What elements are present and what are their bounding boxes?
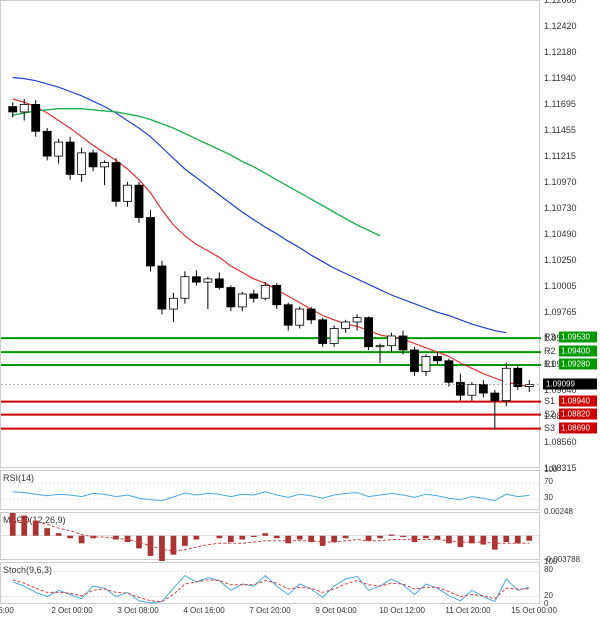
y-tick: 1.11455 [544, 125, 576, 135]
x-tick: 6:00 [0, 606, 14, 615]
stoch-tick: 20 [544, 591, 553, 600]
y-tick: 1.12660 [544, 0, 577, 5]
price-svg [1, 1, 541, 469]
rsi-tick: 30 [544, 493, 553, 502]
y-tick: 1.10970 [544, 177, 577, 187]
macd-tick: 0.00248 [544, 507, 573, 516]
y-tick: 1.12420 [544, 21, 577, 31]
sr-price-s1: 1.08940 [559, 395, 597, 406]
x-axis: 6:00 2 Oct 00:00 3 Oct 08:00 4 Oct 16:00 7 O… [0, 606, 540, 634]
y-tick: 1.11695 [544, 99, 576, 109]
y-tick: 1.08560 [544, 437, 577, 447]
y-tick: 1.10250 [544, 255, 577, 265]
sr-price-r1: 1.09280 [559, 359, 597, 370]
y-tick: 1.10730 [544, 203, 577, 213]
sr-label-r3: R3 [544, 332, 556, 342]
price-chart[interactable] [0, 0, 540, 468]
y-tick: 1.12180 [544, 47, 577, 57]
macd-panel: MACD(12,26,9) [0, 512, 540, 560]
y-tick: 1.10005 [544, 281, 577, 291]
x-tick: 15 Oct 00:00 [511, 606, 557, 615]
stoch-tick: 100 [544, 557, 557, 566]
y-tick: 1.09765 [544, 307, 577, 317]
x-tick: 7 Oct 20:00 [249, 606, 290, 615]
x-tick: 9 Oct 04:00 [315, 606, 356, 615]
stoch-tick: 80 [544, 565, 553, 574]
x-tick: 10 Oct 12:00 [379, 606, 425, 615]
x-tick: 2 Oct 00:00 [51, 606, 92, 615]
x-tick: 4 Oct 16:00 [183, 606, 224, 615]
sr-price-r2: 1.09400 [559, 346, 597, 357]
sr-label-r1: R1 [544, 359, 556, 369]
stoch-svg [1, 563, 541, 605]
stoch-panel: Stoch(9,6,3) [0, 562, 540, 604]
sr-price-s2: 1.08820 [559, 408, 597, 419]
sr-label-s1: S1 [544, 396, 555, 406]
sr-label-s3: S3 [544, 423, 555, 433]
x-tick: 11 Oct 20:00 [445, 606, 490, 615]
y-tick: 1.10490 [544, 229, 577, 239]
sr-price-r3: 1.09530 [559, 332, 597, 343]
last-price-box: 1.09099 [543, 378, 597, 389]
y-tick: 1.11940 [544, 73, 576, 83]
x-tick: 3 Oct 08:00 [117, 606, 158, 615]
macd-svg [1, 513, 541, 561]
chart-container: 1.12660 1.12420 1.12180 1.11940 1.11695 1.114… [0, 0, 600, 634]
rsi-tick: 100 [544, 465, 557, 474]
rsi-tick: 70 [544, 477, 553, 486]
rsi-svg [1, 471, 541, 511]
rsi-panel: RSI(14) [0, 470, 540, 510]
sr-label-s2: S2 [544, 409, 555, 419]
y-tick: 1.11215 [544, 151, 576, 161]
sr-price-s3: 1.08690 [559, 422, 597, 433]
sr-label-r2: R2 [544, 346, 556, 356]
